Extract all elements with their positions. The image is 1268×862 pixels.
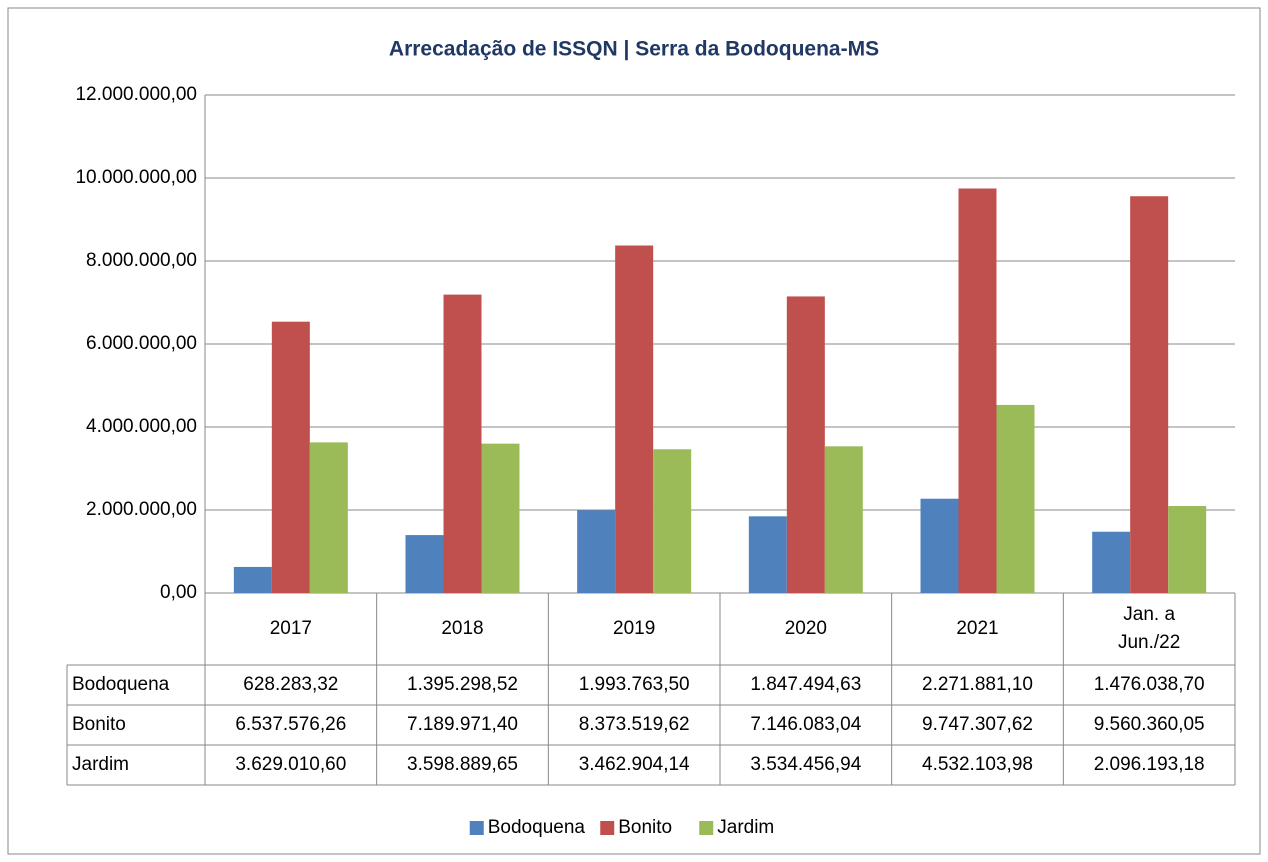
table-cell: 1.847.494,63: [750, 674, 861, 695]
table-cell: 4.532.103,98: [922, 754, 1033, 775]
y-tick-label: 12.000.000,00: [75, 84, 197, 105]
bar: [615, 245, 654, 593]
bar: [996, 404, 1035, 593]
y-tick-label: 6.000.000,00: [86, 333, 197, 354]
table-cell: 3.462.904,14: [579, 754, 690, 775]
y-tick-label: 8.000.000,00: [86, 250, 197, 271]
bar: [443, 294, 482, 593]
x-tick-label: 2017: [269, 618, 312, 639]
table-row-header: Jardim: [72, 754, 129, 775]
bar: [577, 510, 616, 593]
bar: [748, 516, 787, 593]
bar: [920, 498, 959, 593]
bar: [481, 443, 520, 593]
x-tick-label: 2019: [613, 618, 656, 639]
table-cell: 2.096.193,18: [1094, 754, 1205, 775]
x-tick-label-box: 2020: [720, 593, 892, 665]
x-tick-label-box: 2019: [548, 593, 720, 665]
table-cell: 9.747.307,62: [922, 714, 1033, 735]
table-cell: 1.993.763,50: [579, 674, 690, 695]
legend-swatch: [699, 821, 714, 835]
table-cell: 6.537.576,26: [235, 714, 346, 735]
legend-label: Bodoquena: [488, 817, 586, 838]
x-tick-label: Jan. a Jun./22: [1117, 604, 1181, 653]
x-tick-label-box: 2021: [892, 593, 1064, 665]
bar: [1092, 531, 1131, 593]
y-tick-label: 0,00: [160, 582, 197, 603]
table-cell: 8.373.519,62: [579, 714, 690, 735]
x-tick-label-wrap: 2019: [548, 593, 720, 665]
y-tick-label: 2.000.000,00: [86, 499, 197, 520]
bar: [653, 449, 692, 593]
legend-label: Bonito: [618, 817, 672, 838]
bar: [233, 566, 272, 593]
chart-title: Arrecadação de ISSQN | Serra da Bodoquen…: [389, 38, 879, 61]
table-cell: 9.560.360,05: [1094, 714, 1205, 735]
x-tick-label-wrap: 2020: [720, 593, 892, 665]
bar: [786, 296, 825, 593]
legend-swatch: [469, 821, 484, 835]
table-cell: 2.271.881,10: [922, 674, 1033, 695]
x-tick-label: 2018: [441, 618, 484, 639]
x-tick-label: 2021: [956, 618, 999, 639]
table-cell: 3.629.010,60: [235, 754, 346, 775]
x-tick-label-box: Jan. a Jun./22: [1063, 593, 1235, 665]
x-tick-label-box: 2018: [377, 593, 549, 665]
table-cell: 3.598.889,65: [407, 754, 518, 775]
table-cell: 1.476.038,70: [1094, 674, 1205, 695]
y-tick-label: 10.000.000,00: [75, 167, 197, 188]
x-tick-label-wrap: Jan. a Jun./22: [1063, 593, 1235, 665]
table-cell: 3.534.456,94: [750, 754, 861, 775]
bar: [1168, 506, 1207, 593]
table-row-header: Bonito: [72, 714, 126, 735]
x-tick-label-box: 2017: [205, 593, 377, 665]
table-cell: 1.395.298,52: [407, 674, 518, 695]
table-cell: 628.283,32: [243, 674, 338, 695]
table-cell: 7.189.971,40: [407, 714, 518, 735]
bar: [405, 535, 444, 593]
table-row-header: Bodoquena: [72, 674, 170, 695]
x-tick-label-wrap: 2018: [377, 593, 549, 665]
x-tick-label-wrap: 2021: [892, 593, 1064, 665]
bar: [1130, 196, 1169, 593]
bar: [309, 442, 348, 593]
bar: [824, 446, 863, 593]
bar: [958, 188, 997, 593]
bar: [271, 321, 310, 593]
y-tick-label: 4.000.000,00: [86, 416, 197, 437]
legend-label: Jardim: [717, 817, 774, 838]
x-tick-label-wrap: 2017: [205, 593, 377, 665]
legend-swatch: [600, 821, 615, 835]
table-cell: 7.146.083,04: [750, 714, 861, 735]
x-tick-label: 2020: [784, 618, 827, 639]
